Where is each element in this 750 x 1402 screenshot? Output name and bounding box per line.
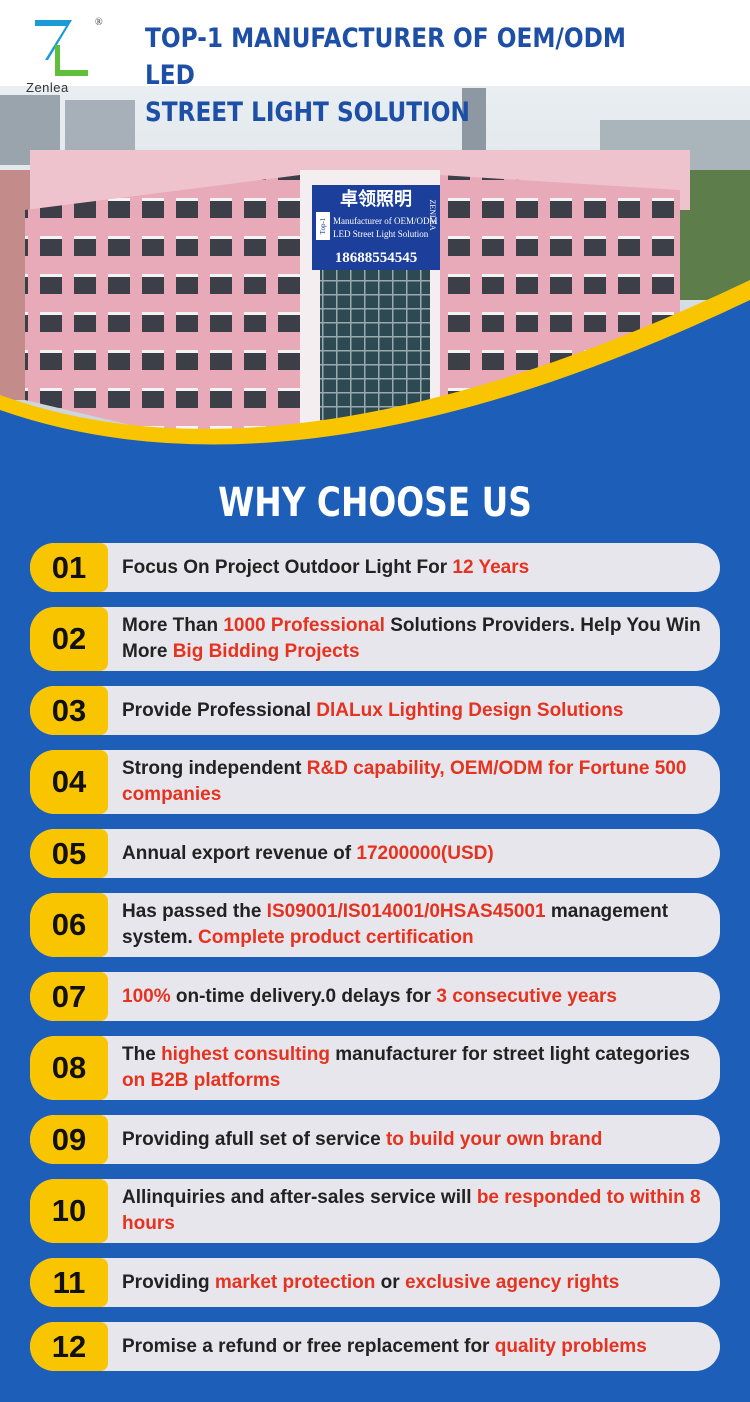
item-text: Promise a refund or free replacement for… xyxy=(122,1328,655,1366)
list-item: 10 Allinquiries and after-sales service w… xyxy=(30,1179,720,1243)
item-number: 08 xyxy=(30,1036,108,1100)
plain-text: The xyxy=(122,1044,162,1065)
highlight-text: Big Bidding Projects xyxy=(172,641,360,662)
highlight-text: to build your own brand xyxy=(385,1128,603,1150)
item-text: 100% on-time delivery.0 delays for 3 con… xyxy=(122,978,625,1016)
item-text: The highest consulting manufacturer for … xyxy=(122,1036,720,1100)
svg-text:®: ® xyxy=(95,17,103,28)
item-number: 11 xyxy=(30,1258,108,1307)
plain-text: manufacturer for street light categories xyxy=(329,1044,690,1065)
highlight-text: quality problems xyxy=(494,1335,647,1357)
item-text: More Than 1000 Professional Solutions Pr… xyxy=(122,607,720,671)
item-text: Focus On Project Outdoor Light For 12 Ye… xyxy=(122,549,537,587)
item-text: Providing afull set of service to build … xyxy=(122,1121,610,1159)
sign-phone: 18688554545 xyxy=(335,250,418,266)
highlight-text: Complete product certification xyxy=(198,927,474,948)
sign-line: Manufacturer of OEM/ODM xyxy=(333,216,437,226)
plain-text: Annual export revenue of xyxy=(122,842,357,864)
sign-brand: ZENLEA xyxy=(428,199,437,230)
title: TOP-1 MANUFACTURER OF OEM/ODM LED STREET… xyxy=(145,23,627,128)
item-text: Provide Professional DlALux Lighting Des… xyxy=(122,692,631,730)
plain-text: More Than xyxy=(122,615,224,636)
highlight-text: R&D capability, OEM/ODM for Fortune 500 … xyxy=(122,758,687,805)
plain-text: Providing afull set of service xyxy=(122,1128,386,1150)
highlight-text: exclusive agency rights xyxy=(404,1271,620,1293)
item-number: 09 xyxy=(30,1115,108,1164)
highlight-text: 1000 Professional xyxy=(223,615,385,636)
section-heading: WHY CHOOSE US xyxy=(218,480,532,526)
item-number: 05 xyxy=(30,829,108,878)
list-item: 01 Focus On Project Outdoor Light For 12 … xyxy=(30,543,720,592)
list-item: 02 More Than 1000 Professional Solutions … xyxy=(30,607,720,671)
highlight-text: 3 consecutive years xyxy=(436,985,617,1007)
highlight-text: on B2B platforms xyxy=(122,1070,281,1091)
list-item: 07 100% on-time delivery.0 delays for 3 c… xyxy=(30,972,720,1021)
highlight-text: IS09001/IS014001/0HSAS45001 xyxy=(266,901,546,922)
logo-text: Zenlea xyxy=(26,80,69,95)
highlight-text: be responded to within 8 hours xyxy=(122,1187,701,1234)
plain-text: Providing xyxy=(122,1271,215,1293)
list-item: 08 The highest consulting manufacturer fo… xyxy=(30,1036,720,1100)
highlight-text: highest consulting xyxy=(161,1044,330,1065)
highlight-text: 100% xyxy=(122,985,171,1007)
plain-text: or xyxy=(375,1271,405,1293)
item-text: Strong independent R&D capability, OEM/O… xyxy=(122,750,720,814)
highlight-text: 17200000(USD) xyxy=(356,842,494,864)
list-item: 06 Has passed the IS09001/IS014001/0HSAS4… xyxy=(30,893,720,957)
item-number: 07 xyxy=(30,972,108,1021)
item-text: Providing market protection or exclusive… xyxy=(122,1264,627,1302)
list-item: 05 Annual export revenue of 17200000(USD) xyxy=(30,829,720,878)
plain-text: management system. xyxy=(122,901,669,948)
item-list: 01 Focus On Project Outdoor Light For 12 … xyxy=(30,543,720,1371)
item-number: 02 xyxy=(30,607,108,671)
plain-text: Promise a refund or free replacement for xyxy=(122,1335,495,1357)
list-item: 03 Provide Professional DlALux Lighting D… xyxy=(30,686,720,735)
plain-text: Has passed the xyxy=(122,901,267,922)
highlight-text: DlALux Lighting Design Solutions xyxy=(316,699,624,721)
item-number: 01 xyxy=(30,543,108,592)
sign-tag: Top-1 xyxy=(319,217,327,234)
sign-chinese: 卓领照明 xyxy=(340,188,412,209)
item-number: 06 xyxy=(30,893,108,957)
item-number: 12 xyxy=(30,1322,108,1371)
list-item: 04 Strong independent R&D capability, OEM… xyxy=(30,750,720,814)
list-item: 09 Providing afull set of service to buil… xyxy=(30,1115,720,1164)
item-text: Has passed the IS09001/IS014001/0HSAS450… xyxy=(122,893,720,957)
plain-text: Strong independent xyxy=(122,758,307,779)
item-number: 04 xyxy=(30,750,108,814)
list-item: 12 Promise a refund or free replacement f… xyxy=(30,1322,720,1371)
item-text: Allinquiries and after-sales service wil… xyxy=(122,1179,720,1243)
item-text: Annual export revenue of 17200000(USD) xyxy=(122,835,502,873)
plain-text: Allinquiries and after-sales service wil… xyxy=(122,1187,477,1208)
plain-text: Solutions Providers. Help You Win More xyxy=(122,615,701,662)
plain-text: Provide Professional xyxy=(122,699,317,721)
item-number: 10 xyxy=(30,1179,108,1243)
plain-text: Focus On Project Outdoor Light For xyxy=(122,556,453,578)
sign-line: LED Street Light Solution xyxy=(333,229,429,239)
list-item: 11 Providing market protection or exclusi… xyxy=(30,1258,720,1307)
item-number: 03 xyxy=(30,686,108,735)
highlight-text: 12 Years xyxy=(452,556,530,578)
highlight-text: market protection xyxy=(214,1271,376,1293)
plain-text: on-time delivery.0 delays for xyxy=(170,985,437,1007)
